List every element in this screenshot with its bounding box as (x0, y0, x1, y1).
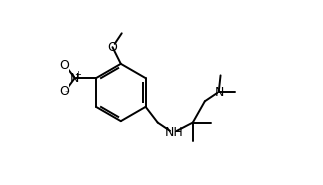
Text: O: O (59, 85, 69, 98)
Text: O: O (59, 59, 69, 72)
Text: N: N (215, 85, 224, 99)
Text: ⁻: ⁻ (64, 90, 69, 99)
Text: N: N (70, 72, 79, 85)
Text: O: O (108, 41, 118, 54)
Text: NH: NH (164, 126, 183, 139)
Text: +: + (75, 70, 81, 79)
